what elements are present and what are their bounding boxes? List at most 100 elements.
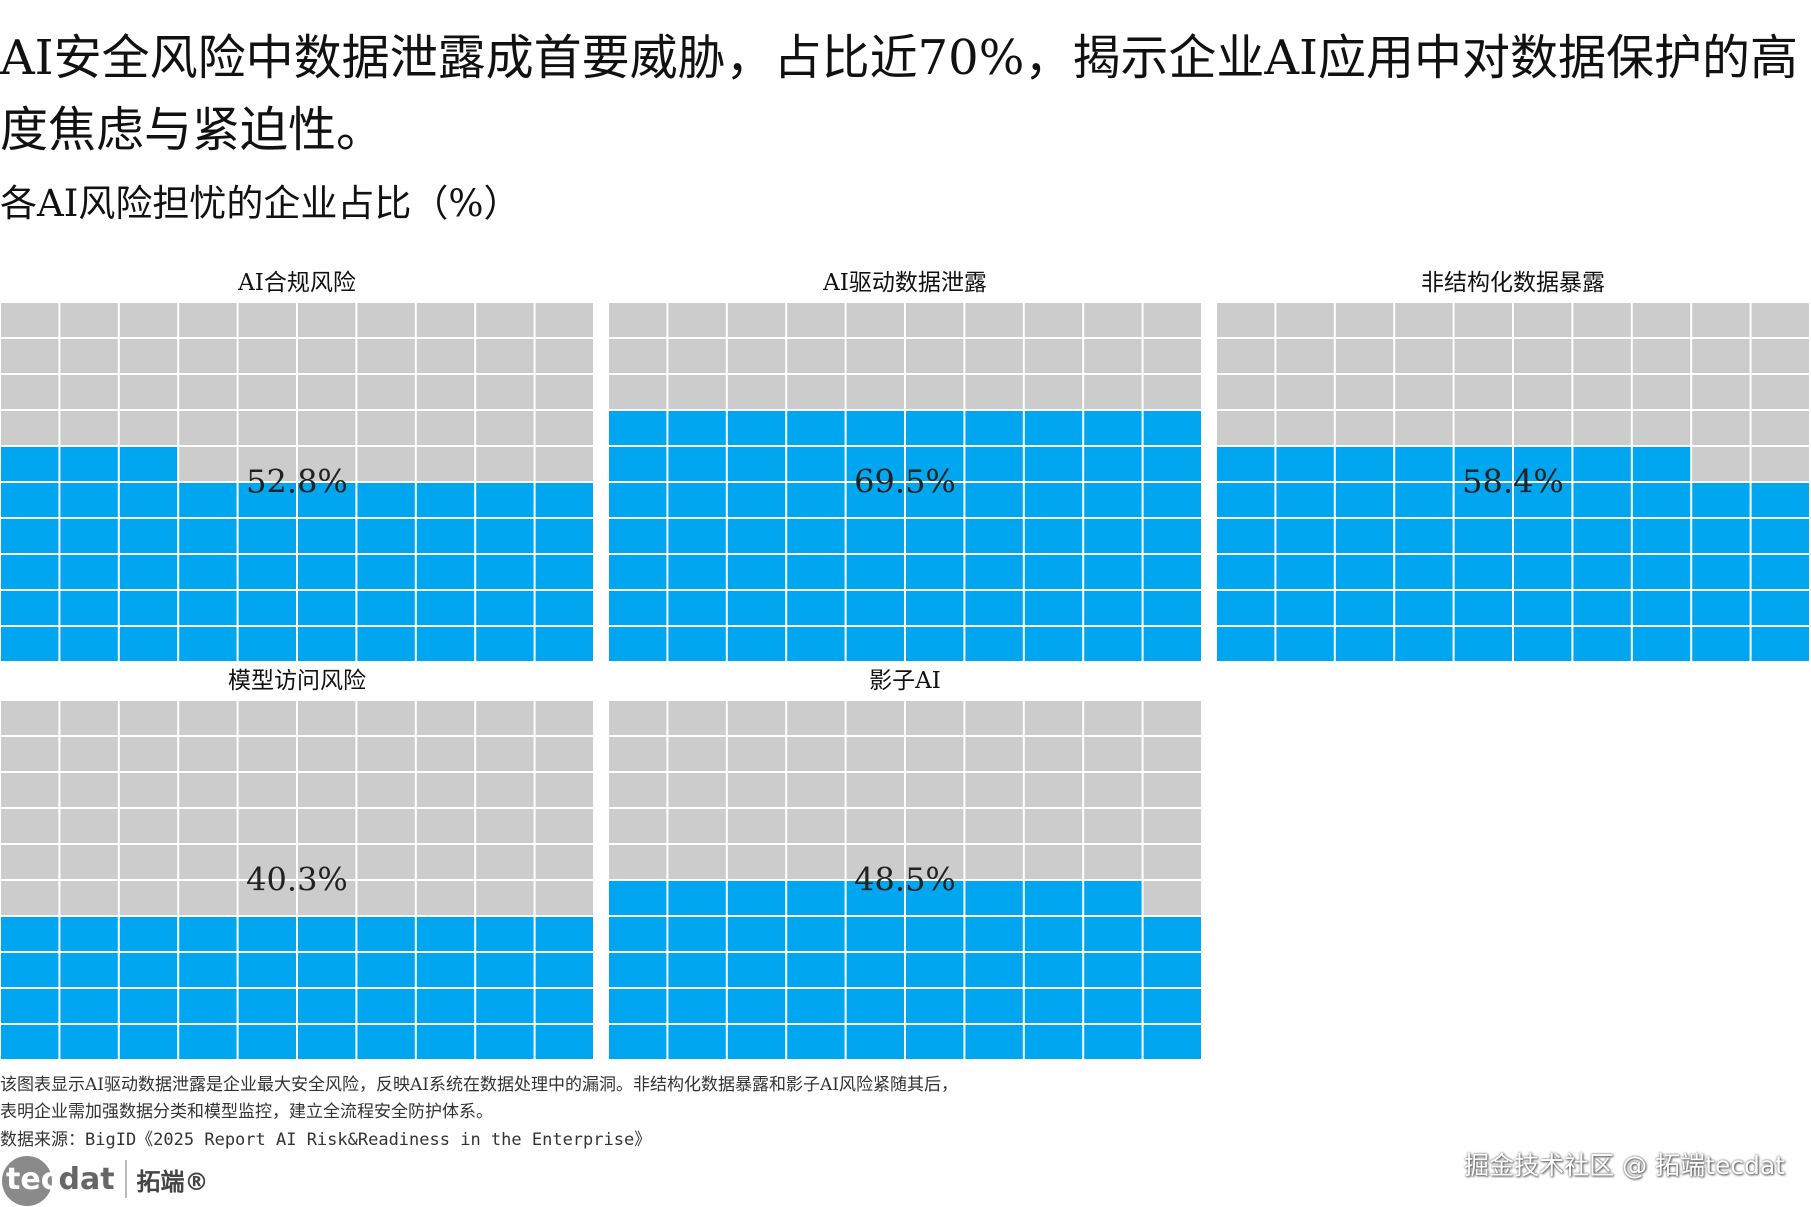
waffle-cell-filled	[727, 1025, 786, 1059]
waffle-cell-empty	[298, 701, 356, 735]
waffle-cell-empty	[965, 303, 1023, 337]
waffle-cell-filled	[179, 989, 237, 1023]
waffle-cell-filled	[1084, 483, 1142, 517]
waffle-cell-filled	[60, 591, 118, 625]
chart-subtitle: 各AI风险担忧的企业占比（%）	[0, 182, 521, 225]
waffle-cell-filled	[787, 519, 845, 553]
footnote-line-2: 表明企业需加强数据分类和模型监控，建立全流程安全防护体系。	[0, 1102, 493, 1122]
waffle-cell-filled	[1024, 989, 1083, 1023]
waffle-cell-filled	[906, 627, 964, 661]
waffle-cell-filled	[1143, 411, 1201, 445]
waffle-cell-empty	[476, 845, 534, 879]
waffle-cell-empty	[357, 845, 415, 879]
facet-title: 影子AI	[869, 668, 941, 694]
waffle-cell-empty	[60, 303, 118, 337]
facet-title: AI驱动数据泄露	[822, 270, 987, 296]
waffle-cell-empty	[1514, 375, 1572, 409]
waffle-cell-filled	[787, 591, 845, 625]
waffle-cell-empty	[1454, 375, 1512, 409]
waffle-cell-empty	[119, 809, 178, 843]
waffle-cell-empty	[1692, 375, 1750, 409]
waffle-cell-empty	[416, 303, 475, 337]
waffle-cell-filled	[179, 627, 237, 661]
waffle-cell-empty	[1395, 303, 1453, 337]
waffle-cell-filled	[357, 591, 415, 625]
waffle-cell-filled	[476, 591, 534, 625]
waffle-cell-empty	[60, 375, 118, 409]
waffle-cell-filled	[60, 447, 118, 481]
waffle-cell-filled	[119, 555, 178, 589]
waffle-cell-empty	[1, 845, 59, 879]
waffle-cell-filled	[727, 627, 786, 661]
waffle-cell-empty	[179, 881, 237, 915]
waffle-cell-empty	[906, 375, 964, 409]
waffle-cell-empty	[179, 737, 237, 771]
waffle-cell-empty	[535, 809, 593, 843]
waffle-cell-empty	[787, 845, 845, 879]
waffle-cell-empty	[179, 375, 237, 409]
waffle-cell-empty	[727, 809, 786, 843]
waffle-cell-filled	[1573, 591, 1631, 625]
waffle-cell-empty	[965, 737, 1023, 771]
waffle-cell-empty	[668, 701, 726, 735]
waffle-cell-filled	[535, 519, 593, 553]
waffle-cell-empty	[535, 773, 593, 807]
waffle-cell-filled	[668, 627, 726, 661]
waffle-cell-empty	[416, 339, 475, 373]
waffle-cell-filled	[238, 483, 296, 517]
waffle-cell-empty	[357, 339, 415, 373]
waffle-cell-empty	[1335, 339, 1394, 373]
waffle-cell-empty	[609, 809, 667, 843]
waffle-cell-filled	[1084, 953, 1142, 987]
waffle-cell-filled	[787, 1025, 845, 1059]
waffle-cell-filled	[668, 555, 726, 589]
waffle-cell-filled	[965, 1025, 1023, 1059]
data-source: 数据来源：BigID《2025 Report AI Risk&Readiness…	[0, 1130, 652, 1150]
waffle-cell-filled	[1217, 627, 1275, 661]
tecdat-logo: tecdat 拓端®	[2, 1154, 209, 1206]
waffle-cell-empty	[60, 737, 118, 771]
waffle-cell-filled	[60, 483, 118, 517]
waffle-cell-empty	[1335, 303, 1394, 337]
waffle-cell-filled	[1335, 483, 1394, 517]
waffle-cell-filled	[668, 411, 726, 445]
waffle-cell-empty	[906, 701, 964, 735]
waffle-cell-empty	[535, 737, 593, 771]
waffle-cell-filled	[668, 483, 726, 517]
waffle-cell-empty	[727, 375, 786, 409]
waffle-cell-empty	[357, 881, 415, 915]
waffle-cell-filled	[965, 447, 1023, 481]
waffle-cell-empty	[179, 447, 237, 481]
facet-value-label: 58.4%	[1462, 463, 1564, 501]
waffle-cell-filled	[1692, 519, 1750, 553]
waffle-cell-filled	[609, 411, 667, 445]
waffle-cell-filled	[416, 953, 475, 987]
waffle-cell-filled	[1514, 483, 1572, 517]
waffle-cell-empty	[1143, 773, 1201, 807]
waffle-cell-filled	[1, 917, 59, 951]
waffle-cell-filled	[787, 411, 845, 445]
waffle-cell-filled	[1, 591, 59, 625]
waffle-cell-filled	[1514, 447, 1572, 481]
waffle-cell-empty	[906, 303, 964, 337]
waffle-cell-empty	[60, 773, 118, 807]
waffle-cell-filled	[1632, 555, 1691, 589]
waffle-cell-empty	[535, 339, 593, 373]
waffle-cell-filled	[965, 519, 1023, 553]
waffle-cell-empty	[238, 701, 296, 735]
waffle-cell-filled	[119, 483, 178, 517]
waffle-cell-empty	[846, 303, 904, 337]
waffle-cell-empty	[60, 411, 118, 445]
waffle-cell-empty	[1632, 303, 1691, 337]
waffle-cell-filled	[1692, 555, 1750, 589]
waffle-cell-filled	[1276, 591, 1334, 625]
waffle-cell-empty	[476, 375, 534, 409]
waffle-cell-filled	[668, 591, 726, 625]
waffle-cell-filled	[846, 953, 904, 987]
waffle-cell-empty	[1454, 411, 1512, 445]
waffle-cell-empty	[1751, 447, 1809, 481]
waffle-cell-empty	[1024, 845, 1083, 879]
waffle-cell-filled	[1024, 447, 1083, 481]
waffle-cell-empty	[1454, 303, 1512, 337]
waffle-cell-filled	[1573, 555, 1631, 589]
